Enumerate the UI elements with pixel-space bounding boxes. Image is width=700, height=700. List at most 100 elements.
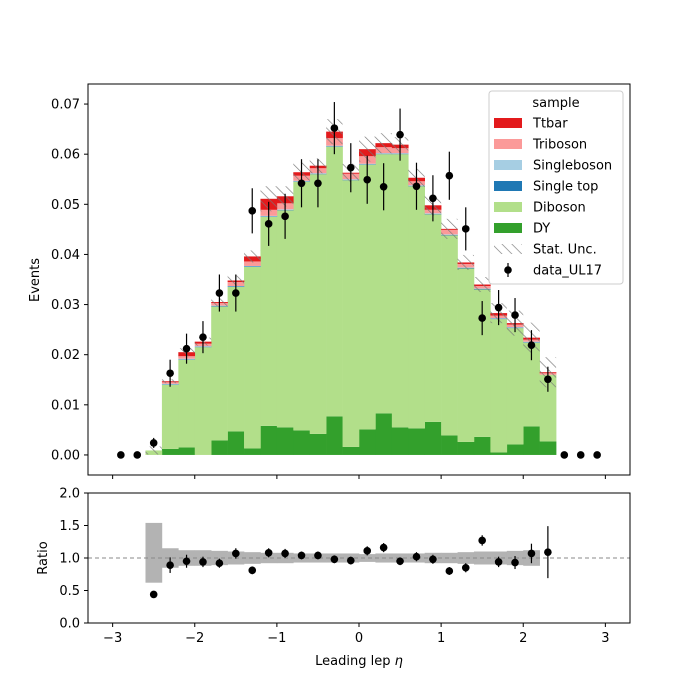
bar-diboson-bin-17 — [424, 214, 442, 422]
stat-unc-bin-13 — [359, 136, 376, 162]
bar-dy-bin-7 — [260, 425, 278, 455]
ratio-band-bin-4 — [211, 550, 228, 566]
ratio-xtick-label-1: −2 — [185, 631, 204, 646]
bar-dy-bin-9 — [293, 430, 311, 455]
bar-dy-bin-20 — [473, 436, 491, 455]
data-point-27 — [560, 451, 569, 459]
legend-label-singleboson: Singleboson — [533, 159, 612, 174]
main-ytick-label-4: 0.04 — [51, 248, 80, 263]
bar-diboson-bin-7 — [260, 216, 278, 426]
bar-diboson-bin-1 — [161, 384, 179, 449]
ratio-point-24 — [544, 548, 552, 556]
bar-diboson-bin-23 — [523, 342, 540, 427]
ratio-point-4 — [215, 559, 224, 567]
ratio-point-11 — [330, 555, 339, 564]
bar-diboson-bin-19 — [457, 268, 475, 442]
ratio-y-axis-label: Ratio — [36, 541, 51, 574]
bar-dy-bin-18 — [441, 435, 458, 455]
data-point-10 — [281, 212, 289, 221]
ratio-xtick-label-4: 1 — [437, 631, 445, 646]
ratio-xtick-label-0: −3 — [103, 631, 122, 646]
ratio-point-15 — [396, 557, 404, 566]
legend-title: sample — [532, 96, 579, 111]
bar-diboson-bin-20 — [473, 289, 491, 437]
ratio-ytick-label-2: 1.0 — [59, 552, 80, 567]
ratio-x-ticks: −3 −2 −1 0 1 2 3 — [103, 623, 610, 646]
ratio-point-18 — [445, 567, 454, 575]
ratio-point-17 — [429, 555, 437, 564]
bar-dy-bin-8 — [276, 427, 294, 455]
data-point-5 — [199, 333, 207, 341]
data-point-2 — [149, 439, 158, 447]
data-point-25 — [527, 341, 536, 349]
x-axis-label-text: Leading lep — [315, 654, 390, 669]
main-y-axis-label: Events — [28, 258, 43, 302]
legend-label-diboson: Diboson — [533, 201, 586, 216]
legend-swatch-ttbar — [494, 118, 522, 128]
data-point-28 — [576, 451, 585, 459]
ratio-point-0 — [149, 590, 158, 599]
bar-dy-bin-15 — [391, 427, 409, 455]
ratio-point-20 — [478, 536, 486, 545]
bar-diboson-bin-11 — [326, 146, 343, 417]
data-point-20 — [445, 171, 454, 180]
stat-unc-bin-0 — [145, 446, 162, 455]
data-point-8 — [248, 207, 257, 215]
bar-dy-bin-19 — [457, 441, 475, 455]
data-point-18 — [412, 182, 421, 191]
ratio-ytick-label-3: 1.5 — [59, 519, 80, 534]
bar-diboson-bin-9 — [293, 181, 311, 431]
data-point-17 — [396, 130, 404, 139]
stacked-histogram — [145, 131, 557, 455]
bar-dy-bin-2 — [178, 447, 196, 455]
data-point-6 — [215, 289, 224, 297]
bar-diboson-bin-5 — [227, 287, 245, 432]
bar-diboson-bin-15 — [391, 154, 409, 428]
data-point-22 — [478, 314, 486, 322]
ratio-band-bin-7 — [260, 552, 278, 564]
bar-triboson-bin-6 — [244, 261, 261, 266]
bar-diboson-bin-14 — [375, 154, 393, 414]
main-ytick-label-0: 0.00 — [51, 448, 80, 463]
bar-dy-bin-17 — [424, 421, 442, 455]
main-ytick-label-3: 0.03 — [51, 298, 80, 313]
ratio-y-ticks: 0.0 0.5 1.0 1.5 2.0 — [59, 487, 88, 632]
bar-diboson-bin-13 — [359, 164, 376, 430]
ratio-panel: 0.0 0.5 1.0 1.5 2.0 −3 −2 −1 0 1 2 3 Ratio Leading… — [36, 487, 631, 669]
data-point-16 — [379, 182, 388, 191]
ratio-point-2 — [182, 557, 191, 566]
legend-swatch-diboson — [494, 202, 522, 212]
legend-label-data-ul17: data_UL17 — [533, 264, 602, 279]
stat-unc-bin-14 — [375, 133, 392, 154]
bar-singleboson-bin-14 — [375, 153, 393, 154]
bar-dy-bin-22 — [506, 444, 524, 455]
ratio-band-bin-18 — [441, 552, 458, 564]
stat-unc-bin-6 — [244, 250, 261, 263]
bar-dy-bin-10 — [309, 433, 327, 455]
bar-dy-bin-13 — [359, 429, 376, 455]
ratio-xtick-label-5: 2 — [519, 631, 527, 646]
ratio-point-21 — [494, 558, 503, 566]
bar-single-top-bin-6 — [244, 266, 261, 267]
x-axis-label-eta: η — [395, 654, 403, 669]
data-point-15 — [363, 175, 372, 184]
ratio-points — [149, 526, 552, 599]
main-ytick-label-1: 0.01 — [51, 398, 80, 413]
main-ytick-label-5: 0.05 — [51, 198, 80, 213]
data-point-3 — [166, 369, 174, 378]
ratio-point-9 — [297, 551, 306, 560]
ratio-xtick-label-6: 3 — [601, 631, 609, 646]
bar-dy-bin-11 — [326, 416, 343, 455]
bar-diboson-bin-24 — [539, 374, 557, 442]
main-x-ticks — [112, 475, 606, 479]
bar-singleboson-bin-6 — [244, 265, 261, 267]
stat-unc-bin-20 — [473, 276, 491, 293]
stat-unc-bin-18 — [441, 218, 458, 239]
ratio-point-14 — [379, 543, 388, 552]
bar-dy-bin-16 — [408, 428, 425, 455]
legend-box — [488, 90, 624, 285]
data-points — [117, 102, 601, 459]
x-axis-label: Leading lep η — [315, 654, 403, 669]
ratio-point-10 — [314, 551, 322, 560]
